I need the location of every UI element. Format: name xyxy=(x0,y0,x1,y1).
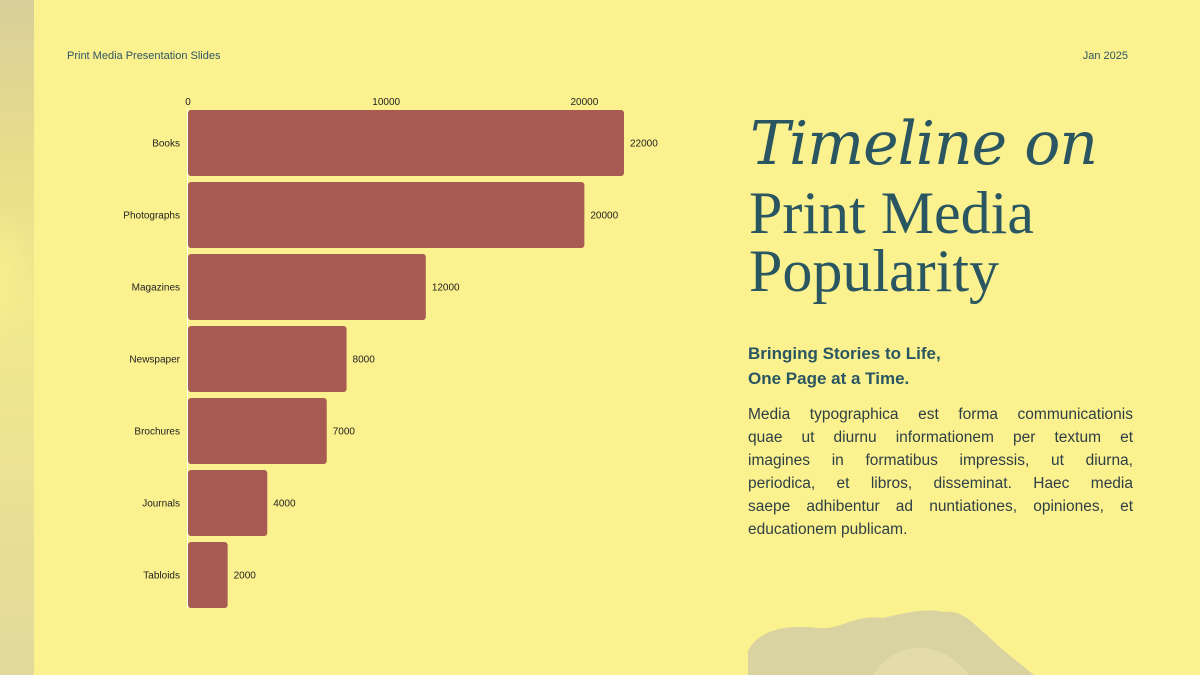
data-label: 22000 xyxy=(630,139,658,150)
body-line: periodica, et libros, disseminat. Haec m… xyxy=(748,475,1133,492)
category-label: Journals xyxy=(142,499,180,510)
deck-title: Print Media Presentation Slides xyxy=(67,50,221,62)
subtitle-line-2: One Page at a Time. xyxy=(748,369,910,388)
x-tick-label: 10000 xyxy=(372,97,400,108)
category-label: Tabloids xyxy=(143,571,180,582)
category-label: Brochures xyxy=(134,427,180,438)
decorative-photo-blob xyxy=(748,610,1035,675)
subtitle: Bringing Stories to Life, One Page at a … xyxy=(748,341,1148,391)
bar xyxy=(188,398,327,464)
category-label: Books xyxy=(152,139,180,150)
body-line: quae ut diurnu informationem per textum … xyxy=(748,429,1133,446)
category-label: Magazines xyxy=(132,283,180,294)
subtitle-line-1: Bringing Stories to Life, xyxy=(748,344,941,363)
data-label: 7000 xyxy=(333,427,356,438)
data-label: 20000 xyxy=(590,211,618,222)
title-line-1: Print Media xyxy=(749,180,1034,246)
body-paragraph: Media typographica est forma communicati… xyxy=(748,403,1133,541)
bar xyxy=(188,470,268,536)
title-line-2: Popularity xyxy=(749,238,999,304)
x-tick-label: 0 xyxy=(185,97,191,108)
decorative-photo-strip xyxy=(0,0,34,675)
x-tick-label: 20000 xyxy=(570,97,598,108)
bar xyxy=(188,182,585,248)
title-script-line: Timeline on xyxy=(750,109,1098,179)
bar xyxy=(188,326,347,392)
category-label: Photographs xyxy=(123,211,180,222)
category-label: Newspaper xyxy=(129,355,180,366)
slide-date: Jan 2025 xyxy=(1082,50,1128,62)
bar xyxy=(188,254,426,320)
body-line: educationem publicam. xyxy=(748,521,908,538)
bar xyxy=(188,110,624,176)
body-line: imagines in formatibus impressis, ut diu… xyxy=(748,452,1133,469)
data-label: 12000 xyxy=(432,283,460,294)
body-line: saepe adhibentur ad nuntiationes, opinio… xyxy=(748,498,1133,515)
data-label: 2000 xyxy=(234,571,257,582)
data-label: 8000 xyxy=(353,355,376,366)
body-line: Media typographica est forma communicati… xyxy=(748,406,1133,423)
bar xyxy=(188,542,228,608)
bar-chart: 0 10000 20000 Books 22000 Photographs 20000 Mag… xyxy=(123,97,658,608)
data-label: 4000 xyxy=(273,499,296,510)
